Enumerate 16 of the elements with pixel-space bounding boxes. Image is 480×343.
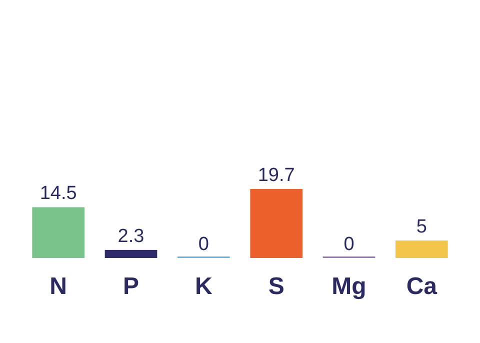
- data-label: 14.5: [40, 183, 77, 204]
- x-tick-label: S: [268, 273, 284, 300]
- data-label: 2.3: [118, 226, 144, 247]
- bar: [32, 207, 84, 258]
- data-label: 0: [198, 234, 209, 255]
- bar: [396, 240, 448, 258]
- bar: [250, 189, 302, 258]
- x-tick-label: Ca: [406, 273, 438, 300]
- x-tick-label: N: [50, 273, 68, 300]
- bar: [104, 250, 158, 258]
- x-tick-label: Mg: [332, 273, 366, 300]
- x-tick-label: P: [122, 273, 140, 300]
- data-label: 0: [344, 234, 354, 255]
- data-label: 5: [416, 216, 427, 238]
- data-label: 19.7: [258, 165, 295, 186]
- x-tick-label: K: [194, 273, 213, 300]
